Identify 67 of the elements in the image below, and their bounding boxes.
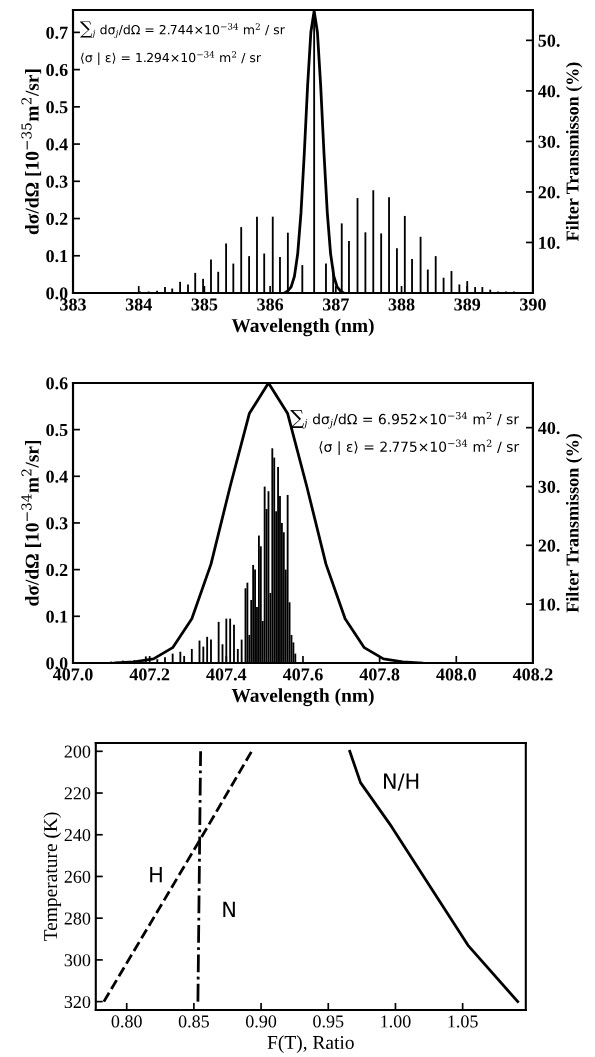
y-tick-label: 0.7 <box>46 26 68 39</box>
y-tick-label: 0.5 <box>46 101 68 114</box>
y-tick-label: 0.4 <box>46 470 68 483</box>
x-tick-label: 389 <box>454 298 481 311</box>
y-tick-label: 0.1 <box>46 610 68 623</box>
y2-axis-title: Filter Transmisson (%) <box>565 433 583 613</box>
x-tick-label: 408.0 <box>436 668 476 681</box>
y-tick-label: 0.4 <box>46 138 68 151</box>
y2-tick-label: 20. <box>538 186 560 199</box>
y-axis-title: dσ/dΩ [10$^{−34}$m$^{2}$/sr] <box>21 440 42 606</box>
x-tick-label: 385 <box>191 298 218 311</box>
y-tick-label: 320 <box>64 995 91 1009</box>
x-tick-label: 0.85 <box>178 1015 209 1028</box>
y-axis-title: dσ/dΩ [10$^{−35}$m$^{2}$/sr] <box>21 69 42 235</box>
x-tick-label: 1.05 <box>448 1015 478 1028</box>
y2-tick-label: 10. <box>539 236 560 249</box>
annotation: ⟨σ | ε⟩ = 1.294×10$^{−34}$ m$^{2}$ / sr <box>81 51 262 66</box>
y-axis-title: Temperature (K) <box>43 812 62 942</box>
annotation: H <box>150 867 162 883</box>
annotation: N <box>223 901 235 917</box>
x-axis-title: Wavelength (nm) <box>231 688 374 707</box>
x-tick-label: 1.00 <box>381 1015 411 1028</box>
y2-tick-label: 30. <box>538 480 560 493</box>
x-tick-label: 386 <box>257 298 284 311</box>
x-tick-label: 384 <box>125 298 152 311</box>
y-tick-label: 0.0 <box>46 657 68 670</box>
y-tick-label: 0.2 <box>46 563 68 577</box>
x-tick-label: 383 <box>60 298 86 311</box>
annotation: N/H <box>384 773 419 791</box>
x-tick-label: 407.0 <box>52 668 93 681</box>
y2-tick-label: 10. <box>539 598 560 611</box>
x-tick-label: 408.2 <box>512 668 553 681</box>
y-tick-label: 0.1 <box>46 250 68 263</box>
y-tick-label: 0.3 <box>46 175 68 188</box>
annotation: ⟨σ | ε⟩ = 2.775×10$^{−34}$ m$^{2}$ / sr <box>319 439 520 456</box>
y-tick-label: 300 <box>64 954 91 967</box>
y-tick-label: 0.3 <box>46 517 68 530</box>
x-axis-title: F(T), Ratio <box>267 1035 354 1053</box>
y-tick-label: 0.6 <box>46 377 68 390</box>
y2-tick-label: 40. <box>538 85 560 98</box>
y2-tick-label: 20. <box>538 539 560 552</box>
x-tick-label: 407.6 <box>282 668 323 681</box>
x-tick-label: 0.90 <box>245 1015 277 1028</box>
y-tick-label: 240 <box>64 829 91 842</box>
x-tick-label: 407.4 <box>206 668 247 681</box>
x-tick-label: 390 <box>520 298 546 311</box>
text: ∑$_{j}$ dσ$_{j}$/dΩ = 6.952×10$^{−34}$ m$^{2}$ / sr <box>290 410 520 429</box>
y-tick-label: 0.2 <box>46 212 68 226</box>
x-axis-title: Wavelength (nm) <box>231 318 374 337</box>
text: ∑$_{j}$ dσ$_{j}$/dΩ = 2.744×10$^{−34}$ m$^{2}$ / sr <box>80 21 285 39</box>
x-tick-label: 0.80 <box>111 1015 142 1028</box>
y-tick-label: 200 <box>64 745 91 758</box>
y-tick-label: 0.6 <box>46 63 68 77</box>
y-tick-label: 0.5 <box>46 423 68 437</box>
y-tick-label: 280 <box>64 912 91 925</box>
y2-tick-label: 30. <box>538 135 560 148</box>
x-tick-label: 387 <box>322 298 349 311</box>
y2-axis-title: Filter Transmisson (%) <box>565 62 583 241</box>
y-tick-label: 260 <box>64 870 91 883</box>
x-tick-label: 388 <box>388 298 415 311</box>
y2-tick-label: 40. <box>538 421 560 435</box>
y-tick-label: 220 <box>64 787 91 800</box>
x-tick-label: 0.95 <box>313 1015 344 1028</box>
y-tick-label: 0.0 <box>46 287 68 300</box>
y2-tick-label: 50. <box>538 34 560 47</box>
x-tick-label: 407.8 <box>359 668 400 681</box>
x-tick-label: 407.2 <box>129 668 170 681</box>
